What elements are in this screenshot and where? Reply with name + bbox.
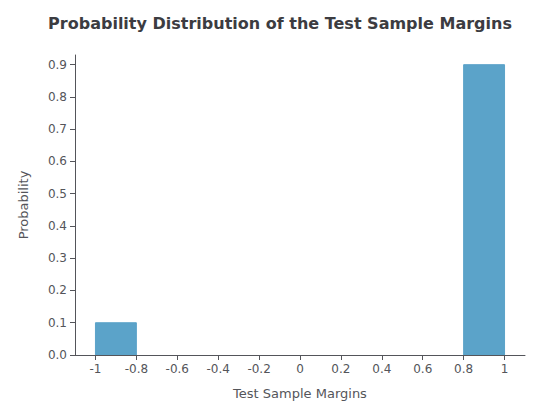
svg-text:-0.6: -0.6	[166, 362, 189, 376]
svg-text:0.3: 0.3	[48, 251, 67, 265]
svg-text:0.2: 0.2	[48, 283, 67, 297]
svg-text:0.4: 0.4	[372, 362, 391, 376]
svg-text:0.5: 0.5	[48, 187, 67, 201]
svg-text:0.7: 0.7	[48, 122, 67, 136]
svg-text:0.0: 0.0	[48, 348, 67, 362]
svg-text:Probability Distribution of th: Probability Distribution of the Test Sam…	[48, 14, 512, 33]
svg-text:0.4: 0.4	[48, 219, 67, 233]
svg-text:0.6: 0.6	[413, 362, 432, 376]
svg-text:-0.8: -0.8	[125, 362, 148, 376]
svg-text:0.8: 0.8	[48, 90, 67, 104]
svg-text:0.2: 0.2	[331, 362, 350, 376]
svg-text:-1: -1	[89, 362, 101, 376]
svg-text:0.9: 0.9	[48, 58, 67, 72]
svg-text:0: 0	[296, 362, 304, 376]
svg-text:-0.2: -0.2	[247, 362, 270, 376]
svg-text:-0.4: -0.4	[206, 362, 229, 376]
svg-text:Probability: Probability	[16, 170, 31, 239]
svg-text:0.1: 0.1	[48, 316, 67, 330]
svg-text:1: 1	[501, 362, 509, 376]
svg-text:Test Sample Margins: Test Sample Margins	[232, 386, 367, 401]
svg-text:0.8: 0.8	[454, 362, 473, 376]
svg-text:0.6: 0.6	[48, 154, 67, 168]
